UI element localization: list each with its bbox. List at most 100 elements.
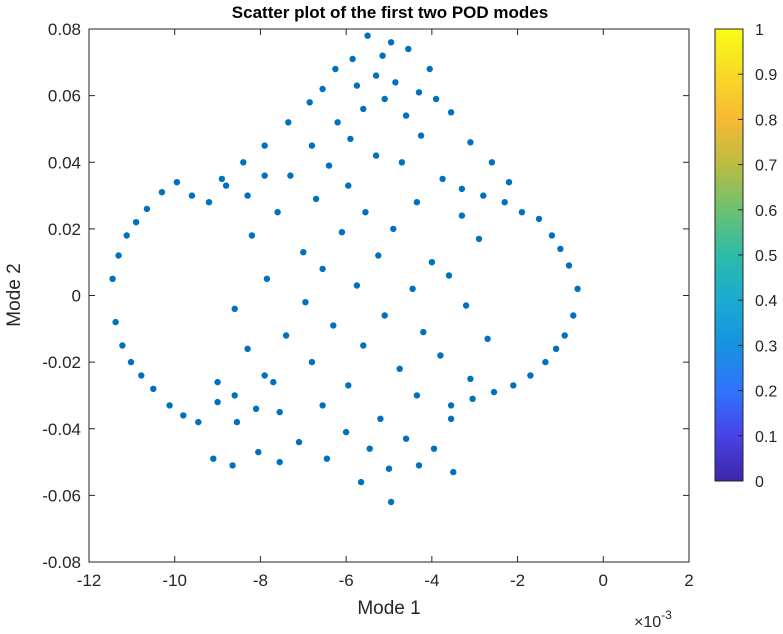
x-tick-label: -12 (77, 571, 102, 590)
data-point (319, 402, 326, 409)
data-point (282, 332, 290, 339)
data-point (570, 312, 577, 319)
data-point (467, 139, 474, 146)
plot-area-border (88, 28, 690, 563)
data-point (330, 322, 337, 329)
y-tick-label: 0 (72, 287, 81, 306)
data-point (270, 378, 277, 386)
y-tick-label: -0.08 (42, 553, 81, 572)
data-point (261, 172, 268, 179)
data-point (261, 372, 268, 379)
x-axis-exponent: ×10-3 (634, 608, 672, 629)
data-point (325, 162, 333, 169)
data-point (338, 229, 346, 236)
data-point (439, 175, 446, 183)
data-point (505, 179, 513, 186)
colorbar-tick-label: 0.3 (755, 338, 777, 355)
data-point (426, 65, 433, 73)
data-point (527, 372, 534, 379)
data-point (345, 382, 352, 389)
data-point (332, 65, 339, 73)
data-point (300, 249, 307, 256)
data-point (334, 119, 341, 126)
data-point (244, 345, 251, 352)
data-point (501, 199, 508, 206)
data-point (287, 172, 294, 179)
data-point (248, 232, 256, 239)
data-point (173, 179, 181, 186)
x-axis-label: Mode 1 (357, 598, 420, 619)
data-point (390, 225, 397, 233)
data-point (565, 262, 573, 269)
colorbar-tick-label: 0.4 (755, 293, 777, 310)
data-point (214, 378, 221, 386)
y-tick-label: 0.04 (48, 153, 81, 172)
data-point (405, 45, 412, 53)
y-tick-label: -0.02 (42, 353, 81, 372)
data-point (542, 358, 549, 366)
data-point (222, 182, 230, 189)
data-point (263, 275, 271, 282)
data-point (210, 455, 217, 462)
data-point (319, 85, 326, 93)
data-point (561, 332, 568, 339)
y-tick-label: 0.02 (48, 220, 81, 239)
data-point (115, 252, 122, 259)
data-point (420, 328, 427, 336)
data-point (387, 498, 395, 506)
data-point (366, 445, 373, 452)
data-point (255, 448, 262, 456)
data-point (413, 392, 421, 399)
data-point (229, 462, 236, 469)
data-point (231, 392, 238, 399)
data-point (518, 209, 526, 216)
data-point (447, 402, 455, 409)
data-point (375, 252, 382, 259)
data-point (319, 265, 326, 273)
data-point (127, 358, 135, 366)
colorbar-tick-label: 0.9 (755, 67, 777, 84)
data-point (360, 342, 367, 349)
data-point (445, 272, 453, 279)
data-point (345, 182, 352, 189)
data-point (447, 415, 455, 422)
data-point (342, 428, 350, 436)
points-layer (109, 32, 581, 506)
data-point (261, 142, 268, 149)
data-point (372, 152, 380, 159)
data-point (398, 159, 406, 166)
data-point (392, 79, 399, 86)
data-point (231, 305, 238, 312)
data-point (150, 385, 157, 392)
x-tick-label: -2 (510, 571, 525, 590)
data-point (308, 142, 316, 149)
data-point (295, 438, 303, 446)
data-point (415, 89, 423, 96)
data-point (233, 418, 241, 426)
data-point (252, 405, 260, 412)
data-point (214, 398, 221, 406)
data-point (132, 219, 140, 226)
colorbar-tick-label: 0.8 (755, 112, 777, 129)
data-point (381, 312, 388, 319)
data-point (462, 302, 470, 309)
colorbar-tick-label: 0.2 (755, 384, 777, 401)
data-point (557, 245, 564, 253)
data-point (360, 105, 367, 113)
data-point (143, 205, 151, 213)
data-point (138, 372, 145, 379)
data-point (109, 275, 116, 282)
data-point (362, 209, 369, 216)
x-tick-label: -10 (162, 571, 187, 590)
data-point (432, 95, 440, 103)
data-point (413, 199, 421, 206)
x-axis: -12 -10 -8 -6 -4 -2 0 2 (77, 29, 694, 590)
data-point (447, 109, 455, 116)
data-point (180, 412, 187, 419)
data-point (535, 215, 543, 223)
data-point (119, 342, 126, 349)
data-point (353, 82, 361, 89)
data-point (244, 192, 251, 199)
x-tick-label: -4 (424, 571, 439, 590)
data-point (188, 192, 196, 199)
